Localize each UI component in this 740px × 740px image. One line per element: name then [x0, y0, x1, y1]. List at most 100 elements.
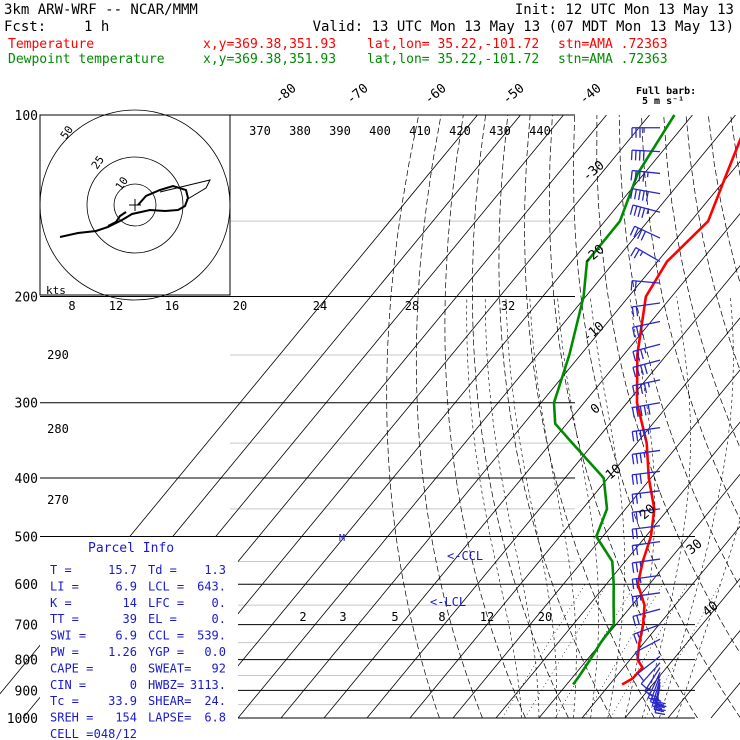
saturated-adiabat	[529, 296, 577, 719]
wind-barb	[631, 302, 661, 317]
wind-barb	[631, 541, 661, 556]
dry-adiabat	[472, 115, 569, 719]
barb-full-feather	[643, 383, 648, 394]
theta-label: 440	[529, 124, 551, 138]
parcel-label-left: Tc =	[50, 694, 79, 708]
pressure-tick-label: 1000	[7, 712, 38, 727]
parcel-value-right: 0.	[212, 612, 226, 626]
barb-staff	[632, 320, 661, 328]
parcel-label-right: CCL =	[148, 629, 184, 643]
theta-label: 430	[489, 124, 511, 138]
pressure-tick-label: 500	[15, 530, 38, 545]
barb-full-feather	[629, 204, 634, 215]
parcel-value-left: 6.9	[115, 579, 137, 593]
theta-label: 400	[369, 124, 391, 138]
hodo-ring-label: 25	[89, 153, 107, 171]
isotherm-label: -50	[500, 81, 528, 108]
wind-barb	[631, 490, 661, 505]
barb-staff	[632, 574, 661, 580]
parcel-value-left: 154	[115, 711, 137, 725]
parcel-value-right: 6.8	[204, 711, 226, 725]
parcel-value-right: 0.	[212, 596, 226, 610]
mixing-ratio-label: 8	[438, 610, 445, 624]
parcel-label-left: TT =	[50, 612, 79, 626]
wind-barb	[634, 638, 661, 662]
parcel-value-right: 539.	[197, 629, 226, 643]
barb-full-feather	[630, 280, 633, 291]
parcel-info-box: Parcel Info T = 15.7 Td = 1.3 LI = 6.9 LCL = 643…	[40, 537, 238, 740]
barb-full-feather	[635, 306, 639, 317]
wind-barb	[629, 225, 661, 241]
barb-full-feather	[635, 406, 639, 417]
pressure-tick-label: 100	[15, 109, 38, 124]
mixing-ratio-label: 20	[538, 610, 552, 624]
wetbulb-label: 32	[501, 299, 515, 313]
wind-barb	[654, 685, 667, 716]
pressure-tick-label: 800	[15, 654, 38, 669]
mixing-ratio-label: 5	[391, 610, 398, 624]
parcel-label-right: Td =	[148, 563, 177, 577]
barb-half-feather	[639, 511, 642, 517]
barb-full-feather	[655, 708, 666, 712]
barb-full-feather	[633, 189, 638, 200]
dry-adiabat	[415, 115, 483, 719]
saturated-adiabat	[466, 296, 523, 719]
barb-full-feather	[631, 596, 635, 607]
barb-half-feather	[639, 578, 642, 584]
parcel-label-right: SWEAT=	[148, 661, 191, 675]
wind-barb	[631, 574, 661, 590]
temperature-trace	[621, 136, 740, 686]
wetbulb-label: 8	[68, 299, 75, 313]
parcel-value-left: 6.9	[115, 629, 137, 643]
wind-barb	[633, 623, 661, 644]
barb-full-feather	[635, 326, 640, 337]
barb-half-feather	[647, 382, 650, 388]
mixing-ratio-label: 12	[480, 610, 494, 624]
isotherm	[237, 115, 736, 719]
barb-half-feather	[646, 172, 649, 178]
wind-barb	[631, 320, 661, 338]
barb-staff	[640, 662, 661, 685]
theta-label: 370	[249, 124, 271, 138]
valid-time: Valid: 13 UTC Mon 13 May 13 (07 MDT Mon …	[313, 19, 734, 35]
dewpoint-legend: Dewpoint temperature	[8, 52, 165, 67]
parcel-label-right: YGP =	[148, 645, 184, 659]
dewpoint-trace	[552, 114, 676, 686]
barb-full-feather	[638, 150, 641, 161]
barb-half-feather	[639, 595, 642, 601]
isotherm-label: -40	[577, 81, 605, 108]
theta-side-label: 280	[47, 422, 69, 436]
barb-full-feather	[635, 453, 639, 464]
mixing-ratio-line	[610, 584, 688, 719]
parcel-value-right: 1.3	[204, 563, 226, 577]
barb-full-feather	[639, 430, 643, 441]
wetbulb-label: 16	[165, 299, 179, 313]
hodo-ring-10	[113, 183, 157, 227]
barb-staff	[632, 608, 661, 618]
parcel-label-right: LCL =	[148, 579, 184, 593]
barb-staff	[647, 672, 661, 698]
barb-full-feather	[652, 705, 663, 710]
barb-staff	[632, 541, 661, 547]
parcel-label-left: SREH =	[50, 711, 93, 725]
wetbulb-label: 28	[405, 299, 419, 313]
parcel-value-right: 0.0	[204, 645, 226, 659]
parcel-value-right: 24.	[204, 694, 226, 708]
barb-full-feather	[631, 454, 635, 465]
isotherm-label: 30	[684, 537, 706, 559]
barb-staff	[634, 638, 661, 653]
wind-barb	[631, 525, 661, 540]
wind-barb	[629, 204, 661, 218]
barb-full-feather	[635, 528, 639, 539]
saturated-adiabat	[484, 296, 540, 719]
pressure-tick-label: 900	[15, 684, 38, 699]
parcel-label-left: LI =	[50, 579, 79, 593]
barb-full-feather	[635, 493, 639, 504]
barb-full-feather	[631, 474, 635, 485]
barb-full-feather	[631, 407, 635, 418]
theta-label: 380	[289, 124, 311, 138]
dewpoint-station: stn=AMA .72363	[558, 52, 668, 67]
theta-side-label: 270	[47, 493, 69, 507]
barb-full-feather	[631, 431, 635, 442]
theta-label: 390	[329, 124, 351, 138]
